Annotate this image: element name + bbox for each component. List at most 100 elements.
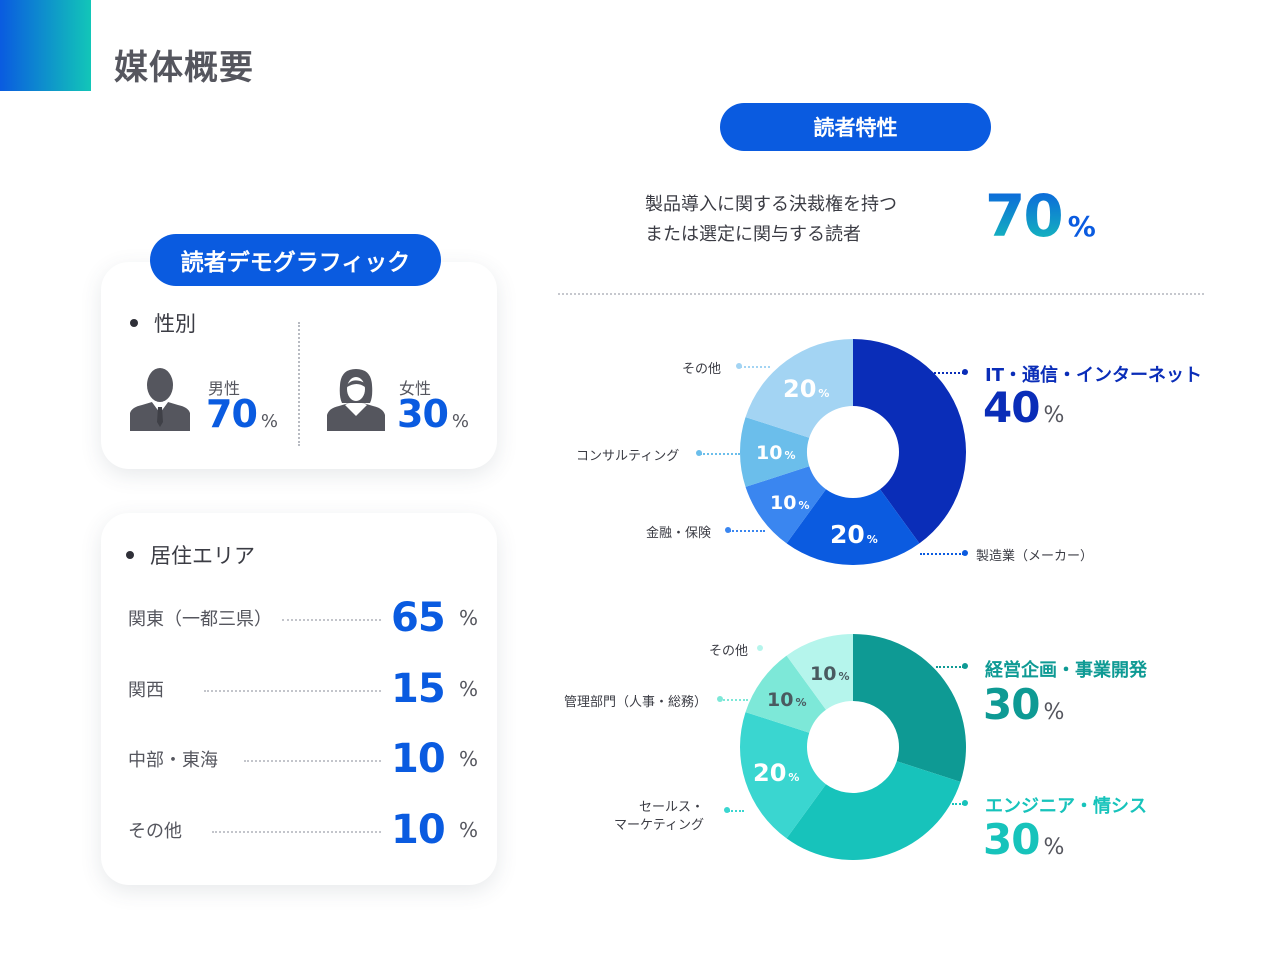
male-label: 男性: [208, 379, 241, 398]
job-value-engineer: 30 %: [983, 815, 1064, 864]
male-percent-unit: %: [260, 411, 278, 432]
job-percent-engineer: 30: [983, 815, 1040, 864]
female-percent-unit: %: [451, 411, 469, 432]
area-value: 10: [390, 807, 446, 853]
area-value: 15: [390, 666, 446, 712]
job-label-sales: セールス・ マーケティング: [614, 799, 704, 835]
area-card: [101, 513, 497, 885]
industry-slice-other-value: 20%: [783, 375, 830, 403]
industry-slice-consulting-value: 10%: [756, 442, 796, 464]
male-person-icon: [130, 368, 190, 431]
job-label-sales-line2: マーケティング: [614, 818, 704, 833]
job-label-admin: 管理部門（人事・総務）: [564, 695, 708, 710]
leader-line: [720, 699, 748, 701]
area-value: 10: [390, 736, 446, 782]
job-percent-unit: %: [1043, 700, 1065, 725]
leader-line: [936, 666, 964, 668]
leader-line: [728, 810, 744, 812]
industry-slice-finance: [745, 466, 826, 544]
job-slice-admin: [745, 655, 826, 733]
area-row: 関西 15 %: [128, 664, 478, 714]
job-label-planning: 経営企画・事業開発: [985, 660, 1147, 681]
dotted-leader: [212, 831, 381, 833]
industry-label-consulting: コンサルティング: [576, 449, 680, 464]
demographics-badge-label: 読者デモグラフィック: [180, 250, 411, 276]
leader-dot: [962, 663, 968, 669]
job-label-sales-line1: セールス・: [638, 800, 704, 815]
industry-slice-it: [853, 339, 966, 544]
leader-dot: [962, 369, 968, 375]
area-unit: %: [458, 818, 478, 842]
female-percent: 30: [397, 392, 449, 436]
job-value-planning: 30 %: [983, 680, 1064, 729]
area-name: 関西: [128, 680, 164, 701]
dotted-leader: [244, 760, 381, 762]
job-slice-admin-value: 10%: [767, 689, 807, 711]
area-row: 中部・東海 10 %: [128, 734, 478, 784]
industry-slice-manufacturing: [786, 489, 920, 565]
job-slice-other: [786, 634, 853, 710]
male-value: 70 %: [206, 392, 278, 436]
area-section-title: 居住エリア: [126, 540, 255, 570]
leader-dot: [757, 645, 763, 651]
leader-dot: [736, 363, 742, 369]
gender-title: 性別: [154, 312, 196, 336]
job-slice-sales-value: 20%: [753, 759, 800, 787]
dotted-leader: [204, 690, 381, 692]
section-divider: [558, 293, 1204, 295]
industry-slice-finance-value: 10%: [770, 492, 810, 514]
industry-slice-consulting: [740, 417, 810, 487]
gender-section-title: 性別: [130, 308, 196, 338]
leader-dot: [724, 807, 730, 813]
industry-slice-other: [745, 339, 853, 438]
decision-value: 70 %: [985, 182, 1096, 250]
industry-percent-it: 40: [983, 383, 1040, 432]
dotted-leader: [282, 619, 381, 621]
characteristics-badge: 読者特性: [720, 103, 991, 151]
industry-label-other: その他: [682, 362, 722, 377]
area-value: 65: [390, 595, 446, 641]
industry-value-it: 40 %: [983, 383, 1064, 432]
area-unit: %: [458, 677, 478, 701]
industry-label-finance: 金融・保険: [646, 526, 712, 541]
industry-percent-unit: %: [1043, 403, 1065, 428]
area-title: 居住エリア: [150, 544, 255, 568]
area-row: 関東（一都三県） 65 %: [128, 593, 478, 643]
job-donut-chart: [740, 634, 966, 860]
job-percent-planning: 30: [983, 680, 1040, 729]
area-name: その他: [128, 821, 182, 842]
job-slice-planning: [853, 634, 966, 782]
leader-line: [920, 553, 964, 555]
leader-line: [934, 372, 964, 374]
header-accent-block: [0, 0, 91, 91]
industry-donut-chart: [740, 339, 966, 565]
decision-percent: 70: [985, 182, 1064, 250]
leader-line: [952, 803, 964, 805]
leader-line: [740, 366, 770, 368]
area-name: 関東（一都三県）: [128, 609, 272, 630]
demographics-badge: 読者デモグラフィック: [150, 234, 441, 286]
area-row: その他 10 %: [128, 805, 478, 855]
characteristics-badge-label: 読者特性: [813, 116, 898, 140]
gender-divider: [298, 322, 300, 446]
job-label-other: その他: [709, 644, 749, 659]
page-title: 媒体概要: [114, 48, 254, 88]
male-percent: 70: [206, 392, 258, 436]
job-slice-sales: [740, 712, 826, 839]
decision-percent-unit: %: [1067, 210, 1096, 243]
decision-description: 製品導入に関する決裁権を持つ または選定に関与する読者: [645, 190, 897, 250]
decision-line-2: または選定に関与する読者: [645, 224, 861, 245]
leader-dot: [962, 800, 968, 806]
female-value: 30 %: [397, 392, 469, 436]
industry-label-manufacturing: 製造業（メーカー）: [976, 549, 1094, 564]
job-slice-other-value: 10%: [810, 663, 850, 685]
leader-dot: [696, 450, 702, 456]
leader-dot: [962, 550, 968, 556]
area-unit: %: [458, 606, 478, 630]
area-name: 中部・東海: [128, 750, 218, 771]
leader-line: [700, 453, 740, 455]
industry-slice-manufacturing-value: 20%: [830, 520, 878, 549]
leader-dot: [725, 527, 731, 533]
decision-line-1: 製品導入に関する決裁権を持つ: [645, 194, 897, 215]
female-label: 女性: [399, 379, 432, 398]
